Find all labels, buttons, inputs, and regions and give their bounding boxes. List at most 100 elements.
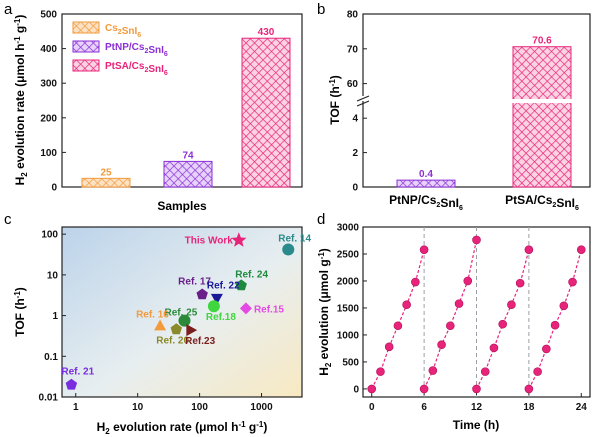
y-axis-label: H2 evolution (μmol g-1) (317, 248, 333, 376)
x-axis-label: Time (h) (453, 418, 499, 432)
y-tick-label: 100 (40, 148, 57, 159)
point-ref-17 (196, 288, 208, 300)
point-ref-14 (282, 243, 295, 256)
y-tick-label: 80 (347, 10, 359, 21)
y-tick-label: 200 (40, 113, 57, 124)
point-ref-21 (65, 378, 78, 390)
cycle-4-point (576, 245, 586, 254)
cycle-3-point (524, 245, 534, 254)
cycle-1-point (419, 245, 429, 254)
y-tick-label: 10 (47, 270, 59, 281)
point-this-work (231, 232, 247, 247)
axis-break-mark (356, 95, 370, 107)
legend-entry: Cs2SnI6 (105, 23, 141, 39)
y-tick-label: 2000 (337, 276, 360, 287)
cycle-2-point (463, 276, 473, 286)
legend-swatch (72, 59, 100, 72)
point-this-work-label: This Work (185, 235, 234, 246)
point-ref-16-label: Ref. 16 (136, 310, 169, 321)
point-ref-21-label: Ref. 21 (61, 367, 94, 378)
x-tick-label: 24 (576, 402, 588, 413)
x-tick-label: PtSA/Cs2SnI6 (505, 193, 579, 212)
cycle-2-point (454, 299, 464, 308)
point-ref-18 (207, 300, 220, 313)
cycle-2-point (437, 340, 446, 349)
cycle-3-point (498, 319, 507, 329)
bar-data-label: 70.6 (532, 36, 552, 47)
x-tick-label: 12 (471, 402, 483, 413)
panel-b-bar-chart: 0 2 4 60 70 80 0.4 70.6 PtNP/Cs2SnI6 PtSA/Cs2Sn… (328, 10, 591, 212)
panel-c-scatter-chart: 1 10 100 1000 0.01 0.1 1 10 100 This Work Ref. 14… (13, 226, 311, 436)
panel-label-d: d (317, 211, 325, 228)
point-ref-15-label: Ref.15 (254, 304, 284, 315)
panel-label-a: a (4, 1, 13, 18)
cycle-4-point (559, 301, 569, 311)
panel-d-scatter-chart: 0 6 12 18 24 0 500 1000 1500 2000 2500 3000 H2 evol… (317, 223, 591, 432)
bar-cs2sni6 (81, 177, 131, 188)
point-ref-24 (235, 279, 247, 291)
cycle-1-point (376, 367, 385, 376)
legend-swatch (72, 21, 100, 34)
x-tick-label: 6 (421, 402, 427, 413)
y-axis-label: H2 evolution rate (μmol h-1 g-1) (13, 15, 29, 186)
point-ref-18-label: Ref.18 (206, 312, 236, 323)
cycle-3-point (472, 384, 481, 394)
point-ref-20-label: Ref. 20 (156, 335, 189, 346)
cycle-3-point (489, 343, 499, 353)
point-ref-22 (210, 293, 223, 305)
y-tick-label: 400 (40, 44, 57, 55)
bar-data-label: 0.4 (419, 169, 433, 180)
point-ref-25 (178, 314, 191, 327)
point-ref-20 (170, 323, 182, 335)
x-tick-label: 18 (523, 402, 535, 413)
plot-background (62, 227, 302, 397)
x-tick-label: 0 (369, 402, 375, 413)
cycle-3-point (515, 278, 525, 288)
y-axis-label: TOF (h-1) (328, 75, 342, 125)
bar-data-label: 74 (182, 150, 194, 161)
y-tick-label: 100 (41, 230, 58, 241)
point-ref-17-label: Ref. 17 (178, 276, 211, 287)
cycle-4-point (542, 344, 551, 354)
x-tick-label: 100 (191, 402, 208, 413)
y-tick-label: 0.01 (39, 393, 59, 404)
y-axis-label: TOF (h-1) (13, 287, 27, 337)
panel-label-b: b (317, 1, 325, 18)
legend: Cs2SnI6 PtNP/Cs2SnI6 PtSA/Cs2SnI6 (72, 21, 168, 77)
cycle-1-point (411, 277, 420, 287)
legend-entry: PtSA/Cs2SnI6 (105, 61, 168, 77)
x-tick-label: PtNP/Cs2SnI6 (389, 193, 463, 212)
legend-entry: PtNP/Cs2SnI6 (105, 42, 168, 58)
y-tick-label: 500 (40, 10, 57, 21)
y-tick-label: 300 (40, 79, 57, 90)
cycle-4-point (568, 277, 577, 287)
point-ref-24-label: Ref. 24 (235, 269, 268, 280)
cycle-4-point (524, 384, 534, 394)
point-ref-16 (154, 319, 167, 331)
cycle-3-point (507, 300, 516, 310)
cycle-2-point (419, 384, 429, 394)
point-ref-23 (186, 324, 198, 337)
y-tick-label: 60 (347, 79, 359, 90)
y-tick-label: 3000 (337, 223, 360, 234)
y-tick-label: 0 (352, 183, 358, 194)
x-tick-label: 1 (73, 402, 79, 413)
y-tick-label: 2500 (337, 249, 360, 260)
y-tick-label: 1500 (337, 303, 360, 314)
y-tick-label: 1000 (337, 330, 360, 341)
point-ref-23-label: Ref.23 (185, 336, 215, 347)
point-ref-15 (239, 302, 252, 315)
bar-ptnp-cs2sni6 (396, 179, 456, 188)
y-tick-label: 2 (352, 148, 358, 159)
cycle-2-point (428, 366, 438, 375)
cycle-4-point (550, 320, 560, 330)
point-ref-25-label: Ref. 25 (164, 308, 197, 319)
point-ref-22-label: Ref. 22 (207, 281, 240, 292)
x-tick-label: 1000 (250, 402, 273, 413)
plot-frame (61, 226, 303, 398)
bar-ptsa-cs2sni6 (241, 37, 291, 188)
bar-ptsa-cs2sni6 (512, 46, 572, 188)
cycle-3-point (480, 367, 490, 376)
x-axis-label: Samples (157, 199, 207, 213)
